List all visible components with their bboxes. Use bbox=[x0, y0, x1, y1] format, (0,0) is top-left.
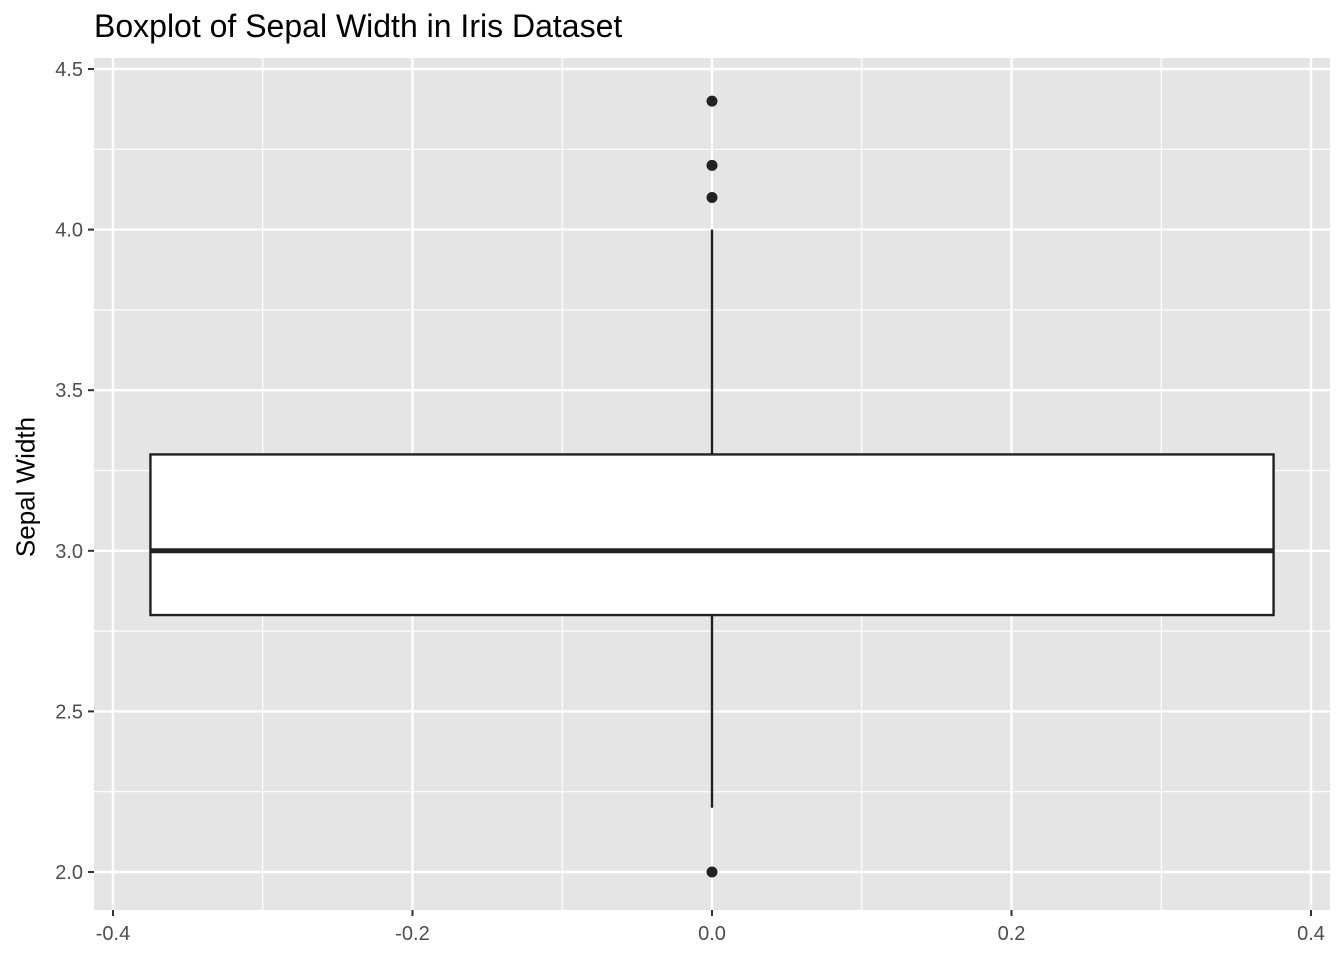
y-tick-label: 3.5 bbox=[55, 380, 83, 402]
y-tick-label: 4.0 bbox=[55, 220, 83, 242]
outlier-point bbox=[706, 191, 718, 203]
y-tick-label: 4.5 bbox=[55, 59, 83, 81]
box-iqr bbox=[149, 453, 1275, 617]
y-tick-label: 2.0 bbox=[55, 862, 83, 884]
x-tick-label: -0.2 bbox=[395, 923, 429, 945]
box-marks bbox=[149, 95, 1275, 878]
y-tick-label: 2.5 bbox=[55, 701, 83, 723]
x-tick-label: 0.4 bbox=[1297, 923, 1325, 945]
axes: -0.4 -0.2 0.0 0.2 0.4 2.0 2.5 3.0 3.5 4.0 4.5 bbox=[55, 59, 1325, 945]
x-tick-label: 0.0 bbox=[698, 923, 726, 945]
y-tick-label: 3.0 bbox=[55, 541, 83, 563]
outlier-point bbox=[706, 159, 718, 171]
x-tick-label: 0.2 bbox=[998, 923, 1026, 945]
outlier-point bbox=[706, 866, 718, 878]
chart-title: Boxplot of Sepal Width in Iris Dataset bbox=[94, 8, 623, 44]
x-tick-label: -0.4 bbox=[96, 923, 130, 945]
outlier-point bbox=[706, 95, 718, 107]
